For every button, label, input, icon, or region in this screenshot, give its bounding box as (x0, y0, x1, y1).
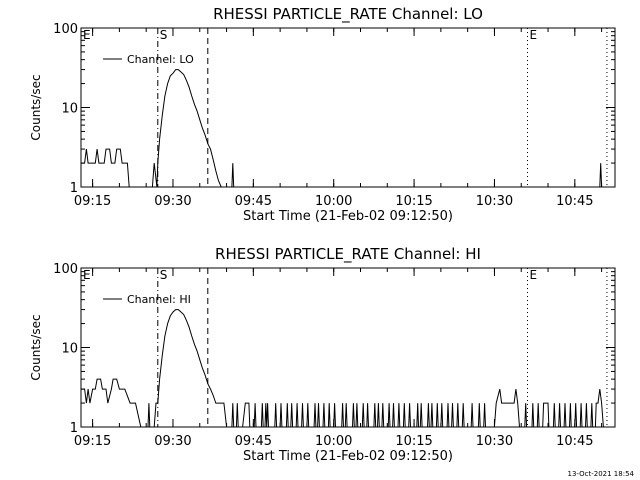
y-axis-label: Counts/sec (29, 74, 43, 140)
x-tick-label: 09:30 (154, 434, 191, 449)
plot-frame (80, 267, 616, 428)
x-tick-label: 10:30 (476, 194, 513, 209)
x-tick-label: 09:15 (74, 194, 111, 209)
x-tick-label: 10:45 (556, 434, 593, 449)
x-tick-label: 10:30 (476, 434, 513, 449)
plot-frame (80, 27, 616, 188)
event-marker-label-2: S (160, 268, 168, 282)
x-tick-label: 09:30 (154, 194, 191, 209)
x-tick-label: 09:45 (235, 434, 272, 449)
plot-timestamp: 13-Oct-2021 18:54 (567, 470, 634, 478)
x-tick-label: 09:15 (74, 434, 111, 449)
x-tick-label: 09:45 (235, 194, 272, 209)
x-tick-label: 10:00 (315, 434, 352, 449)
x-tick-label: 10:15 (395, 194, 432, 209)
series-line-1 (81, 309, 615, 428)
series-line-1 (81, 69, 615, 188)
y-axis-label: Counts/sec (29, 314, 43, 380)
y-tick-label: 1 (70, 421, 78, 436)
x-axis-label: Start Time (21-Feb-02 09:12:50) (243, 449, 453, 464)
chart-panel-1: RHESSI PARTICLE_RATE Channel: LO Counts/s… (29, 5, 616, 224)
y-tick-label: 10 (61, 342, 78, 357)
event-marker-label-1: E (83, 268, 91, 282)
x-tick-label: 10:00 (315, 194, 352, 209)
x-axis-label: Start Time (21-Feb-02 09:12:50) (243, 209, 453, 224)
x-tick-label: 10:45 (556, 194, 593, 209)
event-marker-label-1: E (83, 28, 91, 42)
y-tick-label: 10 (61, 102, 78, 117)
y-tick-label: 100 (53, 22, 78, 37)
chart-panel-2: RHESSI PARTICLE_RATE Channel: HI Counts/s… (29, 245, 616, 464)
event-marker-label-4: E (529, 28, 537, 42)
chart-title: RHESSI PARTICLE_RATE Channel: LO (213, 5, 483, 24)
chart-title: RHESSI PARTICLE_RATE Channel: HI (215, 245, 481, 264)
legend-label: Channel: HI (127, 293, 191, 306)
event-marker-label-2: S (160, 28, 168, 42)
y-tick-label: 100 (53, 262, 78, 277)
y-tick-label: 1 (70, 181, 78, 196)
legend-label: Channel: LO (127, 53, 194, 66)
event-marker-label-4: E (529, 268, 537, 282)
x-tick-label: 10:15 (395, 434, 432, 449)
